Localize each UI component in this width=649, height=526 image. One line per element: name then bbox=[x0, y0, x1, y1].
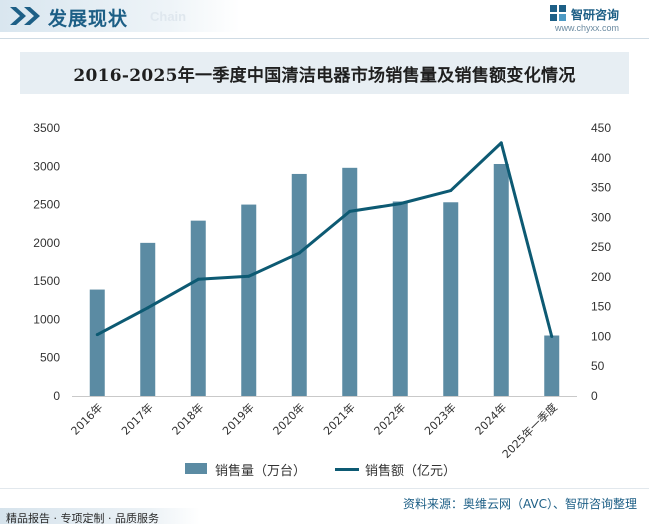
line-point bbox=[499, 141, 503, 145]
line-point bbox=[297, 251, 301, 255]
y-left-tick-label: 500 bbox=[40, 351, 60, 365]
bar bbox=[190, 220, 206, 396]
bar-series bbox=[89, 163, 560, 396]
footer-band bbox=[0, 508, 200, 524]
y-left-tick-label: 3000 bbox=[33, 159, 60, 173]
x-tick-label: 2016年 bbox=[68, 400, 105, 437]
right-axis: 0 50 100 150 200 250 300 350 400 450 bbox=[591, 121, 611, 403]
double-chevron-icon bbox=[10, 7, 40, 25]
bar bbox=[392, 201, 408, 396]
line-point bbox=[196, 277, 200, 281]
bar bbox=[544, 335, 560, 396]
line-point bbox=[348, 209, 352, 213]
y-left-tick-label: 2000 bbox=[33, 236, 60, 250]
legend-item-sales: 销售额（亿元） bbox=[335, 460, 475, 479]
y-right-tick-label: 200 bbox=[591, 270, 611, 284]
bar bbox=[291, 173, 307, 396]
x-tick-label: 2020年 bbox=[270, 400, 307, 437]
footer-slogan: 精品报告 · 专项定制 · 品质服务 bbox=[6, 512, 159, 525]
x-axis: 2016年 2017年 2018年 2019年 2020年 2021年 2022年 2023年… bbox=[68, 396, 577, 461]
line-point bbox=[449, 189, 453, 193]
x-tick-label: 2019年 bbox=[219, 400, 256, 437]
bar bbox=[493, 163, 509, 396]
legend-label: 销售额（亿元） bbox=[365, 464, 457, 479]
y-right-tick-label: 450 bbox=[591, 121, 611, 135]
bar bbox=[342, 167, 358, 396]
y-right-tick-label: 150 bbox=[591, 300, 611, 314]
left-axis: 0 500 1000 1500 2000 2500 3000 3500 bbox=[33, 121, 60, 403]
line-point bbox=[247, 274, 251, 278]
brand-url: www.chyxx.com bbox=[555, 23, 620, 33]
bar bbox=[89, 289, 105, 396]
y-right-tick-label: 300 bbox=[591, 210, 611, 224]
line-series bbox=[95, 141, 554, 338]
y-right-tick-label: 250 bbox=[591, 240, 611, 254]
y-left-tick-label: 2500 bbox=[33, 198, 60, 212]
legend-item-volume: 销售量（万台） bbox=[185, 460, 325, 479]
y-left-tick-label: 0 bbox=[53, 389, 60, 403]
chart-title: 2016-2025年一季度中国清洁电器市场销售量及销售额变化情况 bbox=[73, 66, 576, 86]
y-right-tick-label: 0 bbox=[591, 389, 598, 403]
x-tick-label: 2022年 bbox=[371, 400, 408, 437]
y-right-tick-label: 50 bbox=[591, 359, 605, 373]
y-left-tick-label: 1500 bbox=[33, 274, 60, 288]
bar bbox=[241, 204, 257, 396]
data-source: 资料来源：奥维云网（AVC）、智研咨询整理 bbox=[402, 497, 637, 511]
x-tick-label: 2023年 bbox=[421, 400, 458, 437]
brand-name: 智研咨询 bbox=[571, 8, 620, 22]
section-title: 发展现状 bbox=[48, 8, 129, 30]
line-point bbox=[398, 202, 402, 206]
brand: 智研咨询 www.chyxx.com bbox=[549, 4, 639, 34]
chart-title-box: 2016-2025年一季度中国清洁电器市场销售量及销售额变化情况 bbox=[20, 52, 629, 94]
footer-divider bbox=[0, 488, 649, 489]
y-right-tick-label: 350 bbox=[591, 181, 611, 195]
y-left-tick-label: 3500 bbox=[33, 121, 60, 135]
x-tick-label: 2018年 bbox=[169, 400, 206, 437]
bar bbox=[443, 202, 459, 396]
x-tick-label: 2021年 bbox=[320, 400, 357, 437]
x-tick-label: 2024年 bbox=[472, 400, 509, 437]
page-header: 发展现状 Chain 智研咨询 www.chyxx.com bbox=[0, 0, 649, 39]
line-point bbox=[550, 334, 554, 338]
brand-logo-icon bbox=[550, 5, 566, 21]
header-divider bbox=[0, 38, 649, 39]
bar bbox=[140, 242, 156, 396]
legend-line-swatch bbox=[335, 468, 359, 471]
legend-label: 销售量（万台） bbox=[215, 464, 307, 479]
section-watermark: Chain bbox=[150, 9, 187, 24]
line-point bbox=[95, 333, 99, 337]
y-right-tick-label: 100 bbox=[591, 329, 611, 343]
y-left-tick-label: 1000 bbox=[33, 312, 60, 326]
line-point bbox=[146, 306, 150, 310]
x-tick-label: 2017年 bbox=[118, 400, 155, 437]
legend-bar-swatch bbox=[185, 463, 207, 474]
y-right-tick-label: 400 bbox=[591, 151, 611, 165]
sales-line bbox=[96, 141, 554, 337]
